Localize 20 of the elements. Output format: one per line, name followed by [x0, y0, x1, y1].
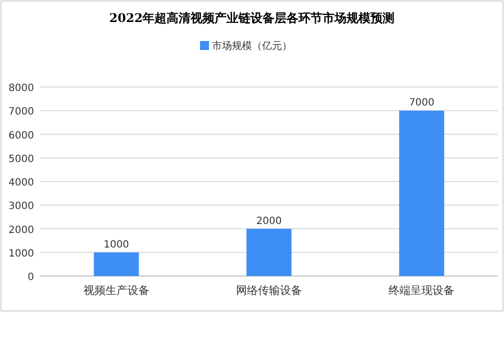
x-tick-label: 视频生产设备	[83, 284, 150, 297]
y-tick-label: 4000	[8, 178, 34, 188]
bar	[246, 228, 292, 276]
data-label: 7000	[408, 98, 434, 109]
bar	[399, 110, 444, 276]
data-label: 1000	[104, 239, 130, 250]
legend-label: 市场规模（亿元）	[212, 40, 292, 52]
y-tick-label: 2000	[8, 224, 34, 236]
x-tick-label: 终端呈现设备	[388, 284, 455, 297]
bar	[94, 252, 139, 276]
data-label: 2000	[256, 216, 282, 227]
y-tick-label: 0	[28, 272, 34, 283]
y-tick-label: 8000	[8, 83, 34, 94]
y-tick-label: 5000	[8, 154, 34, 165]
y-tick-label: 1000	[8, 248, 34, 260]
y-tick-label: 7000	[8, 106, 34, 118]
chart-title: 2022年超高清视频产业链设备层各环节市场规模预测	[109, 11, 395, 25]
y-tick-label: 6000	[8, 130, 34, 142]
x-tick-label: 网络传输设备	[236, 284, 302, 297]
y-tick-label: 3000	[8, 201, 34, 212]
